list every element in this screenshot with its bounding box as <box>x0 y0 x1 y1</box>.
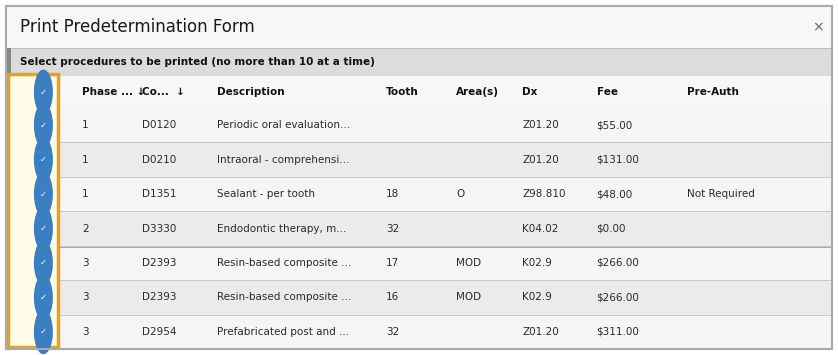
Text: K02.9: K02.9 <box>522 293 552 302</box>
Text: ✓: ✓ <box>40 327 47 336</box>
Ellipse shape <box>34 70 53 114</box>
Text: K04.02: K04.02 <box>522 224 559 234</box>
Text: $48.00: $48.00 <box>597 189 633 199</box>
Text: O: O <box>456 189 464 199</box>
Text: Description: Description <box>217 87 284 97</box>
Text: Resin-based composite ...: Resin-based composite ... <box>217 293 351 302</box>
Bar <box>6 246 832 280</box>
Ellipse shape <box>34 275 53 320</box>
Text: ✓: ✓ <box>40 258 47 267</box>
Text: ✓: ✓ <box>40 224 47 233</box>
Text: Not Required: Not Required <box>687 189 755 199</box>
Text: Periodic oral evaluation...: Periodic oral evaluation... <box>217 120 349 130</box>
Text: Pre-Auth: Pre-Auth <box>687 87 739 97</box>
Ellipse shape <box>34 103 53 148</box>
Text: $131.00: $131.00 <box>597 155 639 165</box>
Ellipse shape <box>34 206 53 251</box>
Text: 16: 16 <box>386 293 399 302</box>
Text: Z01.20: Z01.20 <box>522 120 559 130</box>
Text: D0210: D0210 <box>142 155 177 165</box>
Text: Area(s): Area(s) <box>456 87 499 97</box>
Text: MOD: MOD <box>456 258 481 268</box>
Text: Z01.20: Z01.20 <box>522 327 559 337</box>
Text: Co...  ↓: Co... ↓ <box>142 87 185 97</box>
Text: D3330: D3330 <box>142 224 177 234</box>
Bar <box>6 142 832 177</box>
Text: Resin-based composite ...: Resin-based composite ... <box>217 258 351 268</box>
Text: ✓: ✓ <box>40 155 47 164</box>
Text: ✓: ✓ <box>40 293 47 302</box>
Text: Z98.810: Z98.810 <box>522 189 566 199</box>
Ellipse shape <box>34 137 53 182</box>
Text: Z01.20: Z01.20 <box>522 155 559 165</box>
Text: Sealant - per tooth: Sealant - per tooth <box>217 189 314 199</box>
Text: D1351: D1351 <box>142 189 177 199</box>
Text: ✓: ✓ <box>40 121 47 130</box>
Text: 1: 1 <box>82 189 89 199</box>
Text: D2393: D2393 <box>142 258 177 268</box>
Bar <box>6 48 832 76</box>
Text: ✓: ✓ <box>40 87 47 97</box>
Text: 18: 18 <box>386 189 399 199</box>
Text: Tooth: Tooth <box>386 87 419 97</box>
Text: $266.00: $266.00 <box>597 293 639 302</box>
Text: 32: 32 <box>386 327 399 337</box>
Ellipse shape <box>34 172 53 217</box>
Text: Select procedures to be printed (no more than 10 at a time): Select procedures to be printed (no more… <box>20 57 375 67</box>
Bar <box>8 74 58 347</box>
Text: ×: × <box>812 20 824 34</box>
Text: Dx: Dx <box>522 87 538 97</box>
Ellipse shape <box>34 309 53 354</box>
Text: $311.00: $311.00 <box>597 327 639 337</box>
Text: 1: 1 <box>82 155 89 165</box>
Text: $0.00: $0.00 <box>597 224 626 234</box>
Text: D0120: D0120 <box>142 120 177 130</box>
Text: Fee: Fee <box>597 87 618 97</box>
Bar <box>6 76 832 108</box>
Text: D2393: D2393 <box>142 293 177 302</box>
Text: $266.00: $266.00 <box>597 258 639 268</box>
Text: 1: 1 <box>82 120 89 130</box>
Text: Phase ... ↓: Phase ... ↓ <box>82 87 145 97</box>
Text: Print Predetermination Form: Print Predetermination Form <box>20 18 255 36</box>
Text: 2: 2 <box>82 224 89 234</box>
Text: Prefabricated post and ...: Prefabricated post and ... <box>217 327 349 337</box>
Text: $55.00: $55.00 <box>597 120 633 130</box>
Text: Intraoral - comprehensi...: Intraoral - comprehensi... <box>217 155 349 165</box>
Bar <box>6 177 832 211</box>
Text: K02.9: K02.9 <box>522 258 552 268</box>
Bar <box>6 280 832 315</box>
Bar <box>6 108 832 142</box>
Text: ✓: ✓ <box>40 190 47 198</box>
Ellipse shape <box>34 240 53 285</box>
Text: MOD: MOD <box>456 293 481 302</box>
Bar <box>6 48 11 76</box>
Text: 3: 3 <box>82 258 89 268</box>
Text: 17: 17 <box>386 258 399 268</box>
Text: D2954: D2954 <box>142 327 177 337</box>
Bar <box>6 315 832 349</box>
Text: Endodontic therapy, m...: Endodontic therapy, m... <box>217 224 346 234</box>
Bar <box>6 6 832 48</box>
Bar <box>6 211 832 246</box>
Text: 32: 32 <box>386 224 399 234</box>
Text: 3: 3 <box>82 327 89 337</box>
Text: 3: 3 <box>82 293 89 302</box>
